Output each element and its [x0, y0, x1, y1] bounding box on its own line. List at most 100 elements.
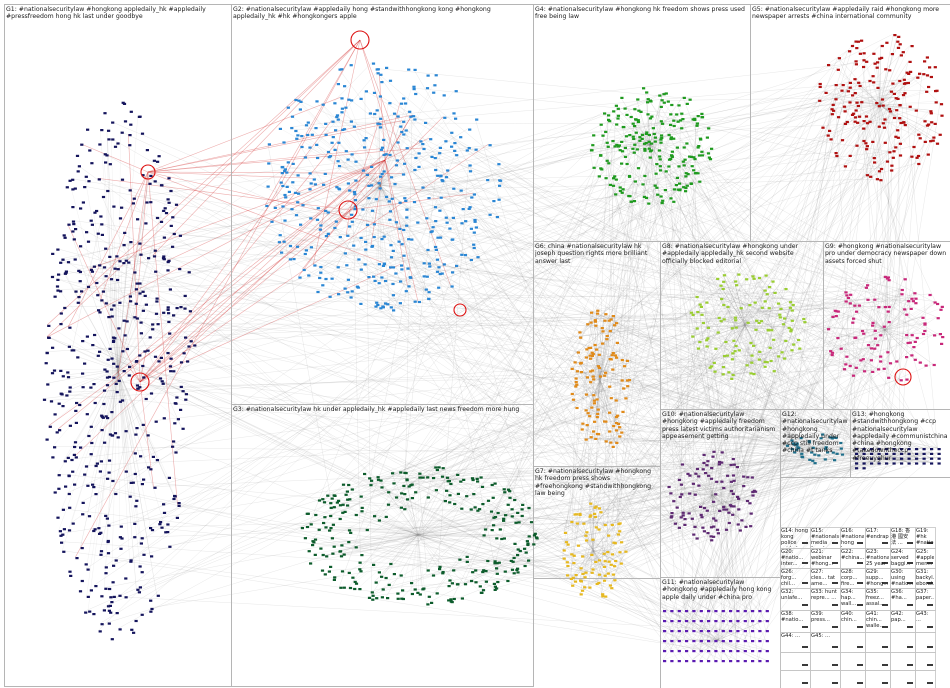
- graph-node: [669, 123, 673, 126]
- graph-node: [603, 560, 607, 563]
- graph-edge: [599, 499, 746, 512]
- graph-node: [592, 402, 596, 405]
- graph-node: [792, 343, 796, 346]
- graph-edge: [835, 104, 881, 156]
- graph-edge: [597, 302, 937, 529]
- graph-node: [56, 516, 60, 519]
- graph-node: [675, 176, 679, 179]
- graph-edge: [602, 112, 878, 458]
- graph-edge: [397, 149, 644, 241]
- graph-node: [634, 131, 638, 134]
- graph-node: [166, 269, 170, 272]
- graph-node: [133, 316, 137, 319]
- graph-node: [910, 297, 914, 300]
- graph-edge: [363, 263, 802, 457]
- graph-edge: [367, 184, 381, 198]
- graph-edge: [569, 549, 594, 578]
- graph-node: [162, 209, 166, 212]
- graph-node: [480, 485, 485, 488]
- graph-node: [753, 301, 757, 304]
- graph-edge: [730, 324, 746, 378]
- graph-node: [89, 219, 93, 222]
- graph-edge: [614, 178, 796, 443]
- graph-node: [642, 195, 646, 198]
- graph-node: [444, 176, 449, 179]
- graph-node: [481, 570, 485, 574]
- graph-node: [463, 254, 467, 257]
- graph-edge: [379, 184, 428, 292]
- graph-edge: [697, 180, 842, 454]
- graph-node: [339, 555, 344, 558]
- graph-node: [751, 610, 755, 613]
- graph-node: [74, 228, 78, 231]
- graph-node: [336, 266, 340, 269]
- graph-node: [563, 531, 568, 534]
- graph-node: [460, 222, 464, 225]
- graph-node: [105, 376, 110, 379]
- graph-node: [620, 191, 624, 194]
- graph-edge: [412, 87, 840, 443]
- graph-edge: [879, 44, 911, 106]
- graph-node: [873, 161, 877, 164]
- graph-node: [353, 208, 357, 211]
- graph-edge: [734, 344, 825, 448]
- graph-node: [356, 286, 360, 289]
- graph-node: [904, 82, 908, 85]
- graph-edge: [726, 305, 746, 326]
- graph-edge: [633, 118, 651, 146]
- graph-node: [404, 472, 408, 475]
- graph-edge: [744, 289, 764, 326]
- graph-node: [516, 554, 520, 557]
- graph-node: [591, 369, 595, 372]
- graph-edge: [61, 445, 612, 534]
- graph-node: [875, 101, 879, 105]
- graph-node: [434, 245, 438, 249]
- graph-node: [332, 506, 336, 509]
- graph-edge: [730, 324, 746, 328]
- graph-node: [179, 306, 183, 309]
- graph-edge: [385, 180, 635, 598]
- graph-node: [651, 127, 655, 130]
- graph-edge: [578, 440, 808, 580]
- graph-node: [892, 92, 896, 95]
- graph-edge: [655, 193, 718, 317]
- graph-edge: [632, 124, 934, 335]
- graph-edge: [417, 478, 463, 536]
- graph-edge: [590, 379, 601, 407]
- graph-edge: [593, 458, 834, 507]
- graph-edge: [375, 109, 381, 186]
- graph-node: [146, 434, 150, 437]
- graph-edge: [606, 200, 630, 535]
- graph-edge: [879, 75, 930, 106]
- graph-node: [691, 335, 695, 338]
- graph-edge: [592, 523, 611, 551]
- graph-edge: [709, 324, 746, 366]
- graph-edge: [599, 379, 627, 386]
- graph-node: [465, 149, 469, 152]
- graph-node: [107, 622, 111, 625]
- graph-node: [81, 513, 85, 516]
- graph-node: [158, 377, 163, 380]
- graph-edge: [379, 73, 381, 186]
- graph-node: [342, 586, 346, 589]
- graph-node: [76, 301, 80, 304]
- graph-edge: [853, 304, 886, 331]
- graph-node: [114, 559, 118, 562]
- graph-node: [576, 544, 581, 547]
- graph-edge: [189, 339, 732, 459]
- graph-node: [392, 573, 396, 576]
- graph-edge: [652, 91, 904, 134]
- graph-edge: [592, 549, 595, 561]
- graph-node: [350, 220, 354, 223]
- graph-edge: [417, 503, 507, 536]
- graph-node: [769, 359, 773, 362]
- graph-node: [495, 572, 499, 575]
- graph-edge: [646, 98, 686, 621]
- graph-edge: [580, 379, 601, 429]
- graph-node: [314, 127, 318, 130]
- graph-node: [752, 277, 756, 280]
- graph-node: [693, 172, 697, 175]
- graph-node: [281, 205, 285, 208]
- graph-edge: [884, 329, 933, 365]
- graph-node: [134, 302, 138, 305]
